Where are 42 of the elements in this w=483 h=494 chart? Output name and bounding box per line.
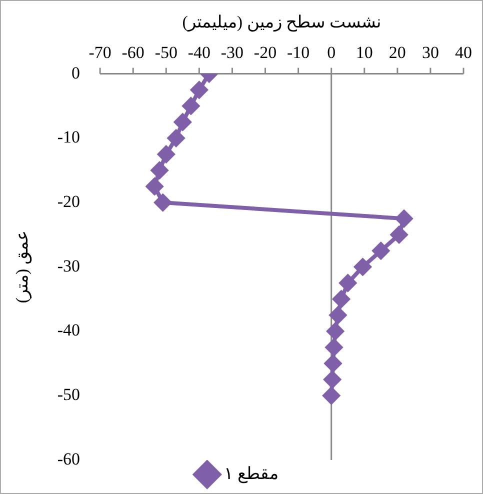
y-tick-label: -10 xyxy=(57,128,80,147)
y-tick-label: -60 xyxy=(57,449,80,468)
y-tick-label: 0 xyxy=(72,63,80,82)
x-tick-label: -50 xyxy=(154,43,178,62)
y-tick-label: -30 xyxy=(57,256,80,276)
point xyxy=(322,387,340,404)
point xyxy=(182,97,200,114)
y-tick-label: -20 xyxy=(57,192,80,211)
point xyxy=(154,194,172,212)
x-tick-label: -70 xyxy=(88,43,112,62)
point xyxy=(329,306,346,324)
x-tick-label: 10 xyxy=(356,43,373,62)
point xyxy=(354,258,372,276)
x-tick-label: -40 xyxy=(188,43,211,62)
point xyxy=(146,178,164,195)
x-tick-label: 20 xyxy=(388,43,406,62)
point xyxy=(158,146,175,163)
x-axis-title: نشست سطح زمین (میلیمتر) xyxy=(182,12,382,33)
point xyxy=(390,226,408,244)
x-tick-label: -20 xyxy=(254,43,277,62)
point xyxy=(332,290,350,308)
point xyxy=(339,274,356,292)
y-tick-label: -50 xyxy=(57,385,80,404)
y-tick-label: -40 xyxy=(57,320,80,340)
x-tick-label: 30 xyxy=(422,43,439,62)
point xyxy=(190,81,208,98)
point xyxy=(174,114,192,131)
point xyxy=(168,130,185,147)
y-axis-title: عمق (متر) xyxy=(12,230,33,304)
x-tick-label: -60 xyxy=(122,43,144,62)
point xyxy=(372,242,390,260)
legend-label: مقطع ۱ xyxy=(224,464,278,484)
point xyxy=(324,371,341,388)
point xyxy=(151,162,168,179)
x-tick-label: -30 xyxy=(220,43,244,62)
x-tick-label: -10 xyxy=(286,43,310,62)
point xyxy=(325,338,342,356)
point xyxy=(324,354,342,372)
point xyxy=(326,322,344,340)
x-tick-label: 40 xyxy=(455,43,472,62)
x-tick-label: 0 xyxy=(327,43,336,62)
point xyxy=(396,210,413,228)
